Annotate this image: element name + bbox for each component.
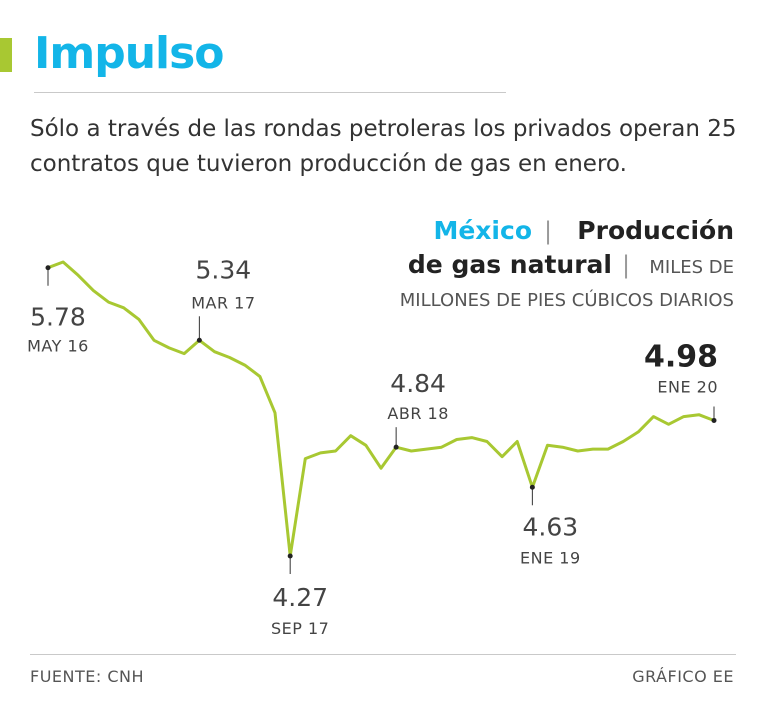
series-line — [46, 260, 716, 558]
unit-separator: | — [622, 251, 630, 279]
annotation-value-sep-17: 4.27 — [272, 583, 328, 612]
annotation-value-may-16: 5.78 — [30, 303, 86, 332]
annotation-date-ene-19: ENE 19 — [520, 548, 581, 567]
annotation-value-ene-20: 4.98 — [644, 339, 718, 374]
annotation-date-ene-20: ENE 20 — [657, 377, 718, 396]
annotation-date-mar-17: MAR 17 — [191, 293, 255, 312]
data-point-ene-19 — [529, 484, 535, 490]
data-point-sep-17 — [287, 553, 293, 559]
annotations: 5.78 MAY 16 5.34 MAR 17 4.27 SEP 17 4.84 ABR 18… — [27, 255, 718, 638]
data-point-ene-20 — [711, 417, 717, 423]
chart-title-country: México — [433, 216, 532, 245]
chart-unit-line1: MILES DE — [649, 257, 734, 278]
headline: Impulso — [34, 28, 225, 79]
footer-credit: GRÁFICO EE — [632, 667, 734, 686]
data-point-abr-18 — [393, 444, 399, 450]
annotation-value-ene-19: 4.63 — [523, 512, 579, 541]
annotation-date-may-16: MAY 16 — [27, 337, 89, 356]
data-point-may-16 — [45, 265, 51, 271]
annotation-value-abr-18: 4.84 — [390, 369, 446, 398]
footer-source: FUENTE: CNH — [30, 667, 145, 686]
title-separator: | — [544, 217, 552, 245]
deck-text: Sólo a través de las rondas petroleras l… — [30, 116, 737, 177]
annotation-date-sep-17: SEP 17 — [271, 619, 329, 638]
accent-bar — [0, 38, 12, 72]
chart-title-line2: de gas natural — [408, 250, 612, 279]
data-point-mar-17 — [196, 337, 202, 343]
chart-unit-line2: MILLONES DE PIES CÚBICOS DIARIOS — [400, 289, 734, 311]
footer-rule — [30, 654, 736, 655]
annotation-date-abr-18: ABR 18 — [387, 404, 448, 423]
chart-title-line1: Producción — [577, 216, 734, 245]
annotation-value-mar-17: 5.34 — [196, 255, 252, 284]
headline-rule — [34, 92, 506, 93]
